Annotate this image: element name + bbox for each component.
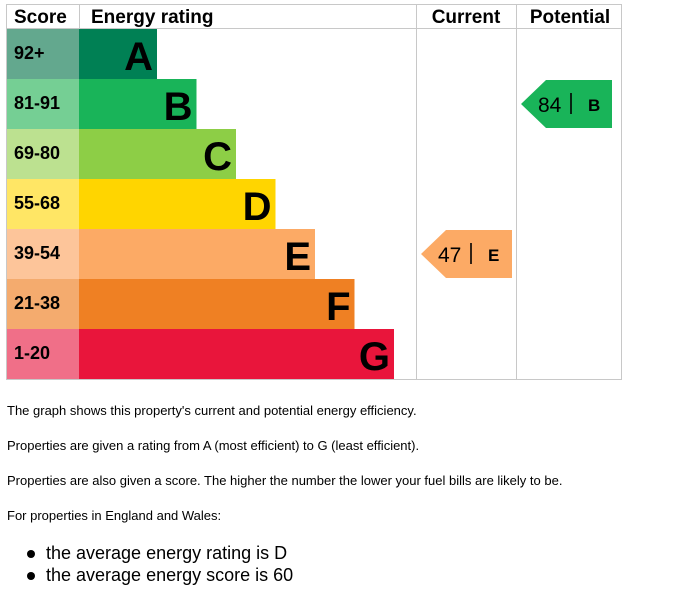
score-cell-b xyxy=(7,79,79,129)
current-score-value: 47 xyxy=(438,244,461,267)
potential-rating-arrow xyxy=(521,80,612,128)
header-energy-rating: Energy rating xyxy=(91,7,213,28)
rating-bar-a xyxy=(79,29,157,79)
header-score: Score xyxy=(14,7,67,28)
epc-chart: Score Energy rating Current Potential 92… xyxy=(6,4,622,380)
notes-line-ratings: Properties are given a rating from A (mo… xyxy=(7,438,420,453)
score-label-f: 21-38 xyxy=(14,293,60,313)
score-cell-d xyxy=(7,179,79,229)
score-label-d: 55-68 xyxy=(14,193,60,213)
rating-indicators: 47 E 84 B xyxy=(421,80,612,278)
list-item-average-rating: the average energy rating is D xyxy=(23,542,293,564)
rating-bar-b xyxy=(79,79,197,129)
rating-bands: 92+ A 81-91 B 69-80 C 55-68 D 39-54 E 21-38 F 1-20 G xyxy=(7,29,394,379)
rating-bar-c xyxy=(79,129,236,179)
rating-letter-a: A xyxy=(124,35,153,79)
chart-grid xyxy=(6,4,622,380)
score-label-e: 39-54 xyxy=(14,243,60,263)
current-rating-letter: E xyxy=(488,246,499,265)
notes-line-graph: The graph shows this property's current … xyxy=(7,403,417,418)
explanation-notes: The graph shows this property's current … xyxy=(7,403,677,585)
rating-letter-f: F xyxy=(326,285,350,329)
notes-line-scores: Properties are also given a score. The h… xyxy=(7,473,563,488)
rating-letter-g: G xyxy=(359,335,390,379)
score-cell-g xyxy=(7,329,79,379)
potential-score-value: 84 xyxy=(538,94,562,117)
score-cell-c xyxy=(7,129,79,179)
score-label-b: 81-91 xyxy=(14,93,60,113)
rating-bar-e xyxy=(79,229,315,279)
rating-bar-g xyxy=(79,329,394,379)
score-label-c: 69-80 xyxy=(14,143,60,163)
rating-bar-f xyxy=(79,279,355,329)
header-potential: Potential xyxy=(530,7,610,28)
rating-letter-d: D xyxy=(243,185,272,229)
current-rating-arrow xyxy=(421,230,512,278)
score-label-a: 92+ xyxy=(14,43,45,63)
rating-letter-b: B xyxy=(164,85,193,129)
score-cell-f xyxy=(7,279,79,329)
score-label-g: 1-20 xyxy=(14,343,50,363)
score-cell-a xyxy=(7,29,79,79)
rating-letter-e: E xyxy=(284,235,311,279)
potential-rating-letter: B xyxy=(588,96,600,115)
score-cell-e xyxy=(7,229,79,279)
header-current: Current xyxy=(432,7,501,28)
rating-letter-c: C xyxy=(203,135,232,179)
averages-list: the average energy rating is D the avera… xyxy=(23,542,293,586)
rating-bar-d xyxy=(79,179,276,229)
notes-line-england-wales: For properties in England and Wales: xyxy=(7,508,222,523)
list-item-average-score: the average energy score is 60 xyxy=(23,564,293,586)
